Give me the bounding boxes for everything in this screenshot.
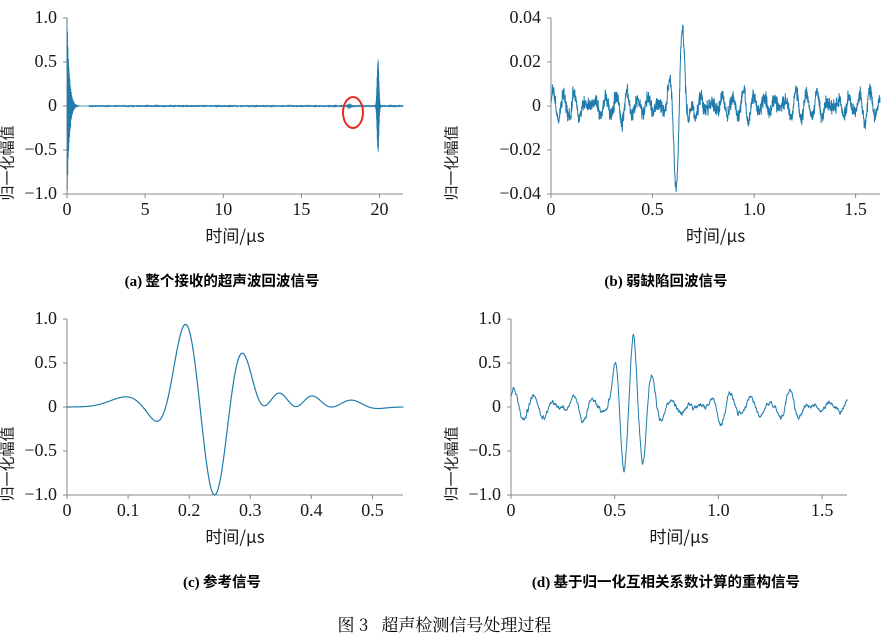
svg-text:−1.0: −1.0 (468, 484, 501, 504)
svg-text:0.04: 0.04 (510, 7, 542, 27)
svg-text:0.1: 0.1 (117, 500, 140, 520)
svg-text:0.5: 0.5 (361, 500, 384, 520)
svg-text:1.5: 1.5 (844, 199, 867, 219)
svg-text:−1.0: −1.0 (24, 484, 57, 504)
svg-text:20: 20 (371, 199, 389, 219)
svg-text:0.3: 0.3 (239, 500, 262, 520)
svg-text:−1.0: −1.0 (24, 183, 57, 203)
svg-text:−0.04: −0.04 (499, 183, 541, 203)
svg-text:0: 0 (492, 396, 501, 416)
svg-text:0: 0 (532, 95, 541, 115)
svg-text:1.0: 1.0 (35, 308, 58, 328)
svg-text:0.5: 0.5 (641, 199, 664, 219)
svg-text:0: 0 (63, 500, 72, 520)
svg-text:0.2: 0.2 (178, 500, 201, 520)
svg-text:0: 0 (63, 199, 72, 219)
svg-text:0.5: 0.5 (479, 352, 502, 372)
svg-text:1.5: 1.5 (811, 500, 834, 520)
svg-text:0: 0 (507, 500, 516, 520)
svg-text:0.5: 0.5 (35, 352, 58, 372)
svg-text:−0.02: −0.02 (499, 139, 541, 159)
svg-text:−0.5: −0.5 (24, 139, 57, 159)
svg-text:1.0: 1.0 (35, 7, 58, 27)
svg-text:−0.5: −0.5 (468, 440, 501, 460)
svg-text:1.0: 1.0 (707, 500, 730, 520)
svg-text:0.4: 0.4 (300, 500, 323, 520)
svg-text:0.5: 0.5 (603, 500, 626, 520)
svg-text:0: 0 (547, 199, 556, 219)
svg-text:0.5: 0.5 (35, 51, 58, 71)
svg-text:0.02: 0.02 (510, 51, 542, 71)
svg-text:−0.5: −0.5 (24, 440, 57, 460)
svg-text:1.0: 1.0 (479, 308, 502, 328)
svg-text:10: 10 (214, 199, 232, 219)
svg-text:0: 0 (48, 95, 57, 115)
svg-text:0: 0 (48, 396, 57, 416)
svg-text:5: 5 (141, 199, 150, 219)
svg-text:15: 15 (292, 199, 310, 219)
svg-text:1.0: 1.0 (743, 199, 766, 219)
